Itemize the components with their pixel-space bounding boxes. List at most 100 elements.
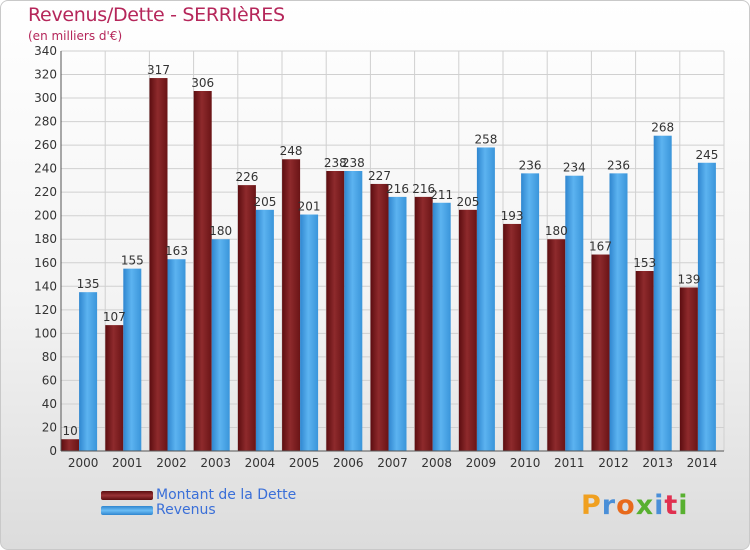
bar-revenus bbox=[697, 162, 716, 451]
data-label: 180 bbox=[545, 224, 568, 238]
bars-layer bbox=[61, 78, 716, 452]
x-tick-label: 2001 bbox=[112, 456, 143, 470]
unit-label: (en milliers d'€) bbox=[28, 29, 123, 43]
bar-revenus bbox=[609, 173, 628, 451]
x-tick-label: 2000 bbox=[68, 456, 99, 470]
x-tick-label: 2004 bbox=[245, 456, 276, 470]
y-tick-label: 160 bbox=[34, 256, 57, 270]
bar-revenus bbox=[167, 259, 186, 451]
bar-dette bbox=[237, 185, 256, 451]
y-tick-label: 240 bbox=[34, 162, 57, 176]
data-label: 238 bbox=[342, 156, 365, 170]
bar-revenus bbox=[123, 268, 142, 451]
data-label: 205 bbox=[456, 195, 479, 209]
logo-letter: o bbox=[616, 490, 636, 521]
bar-revenus bbox=[388, 196, 407, 451]
data-label: 167 bbox=[589, 240, 612, 254]
x-tick-label: 2002 bbox=[156, 456, 187, 470]
y-tick-label: 0 bbox=[49, 444, 57, 458]
data-label: 226 bbox=[235, 170, 258, 184]
y-tick-label: 340 bbox=[34, 44, 57, 58]
legend-label-dette: Montant de la Dette bbox=[156, 487, 297, 503]
y-tick-label: 180 bbox=[34, 232, 57, 246]
data-label: 258 bbox=[474, 132, 497, 146]
bar-dette bbox=[326, 171, 345, 451]
legend-label-revenus: Revenus bbox=[156, 502, 216, 518]
y-tick-label: 280 bbox=[34, 115, 57, 129]
bar-revenus bbox=[300, 214, 319, 451]
data-label: 236 bbox=[519, 158, 542, 172]
data-label: 107 bbox=[103, 310, 126, 324]
data-label: 139 bbox=[677, 272, 700, 286]
data-label: 10 bbox=[62, 424, 77, 438]
bar-revenus bbox=[344, 171, 363, 451]
data-label: 163 bbox=[165, 244, 188, 258]
data-label: 317 bbox=[147, 63, 170, 77]
y-tick-label: 220 bbox=[34, 185, 57, 199]
logo-letter: r bbox=[601, 490, 617, 521]
x-tick-label: 2011 bbox=[554, 456, 585, 470]
bar-dette bbox=[105, 325, 124, 451]
data-label: 306 bbox=[191, 76, 214, 90]
x-tick-label: 2008 bbox=[421, 456, 452, 470]
data-label: 180 bbox=[209, 224, 232, 238]
y-tick-label: 260 bbox=[34, 138, 57, 152]
data-label: 234 bbox=[563, 161, 586, 175]
data-label: 205 bbox=[253, 195, 276, 209]
y-tick-label: 80 bbox=[42, 350, 57, 364]
bar-dette bbox=[679, 287, 698, 451]
data-label: 153 bbox=[633, 256, 656, 270]
x-tick-label: 2007 bbox=[377, 456, 408, 470]
legend-swatch-revenus bbox=[101, 506, 153, 515]
logo-letter: t bbox=[664, 490, 679, 521]
bar-revenus bbox=[211, 239, 230, 451]
logo-letter: i bbox=[678, 490, 689, 521]
data-label: 236 bbox=[607, 158, 630, 172]
y-tick-label: 320 bbox=[34, 68, 57, 82]
y-tick-label: 60 bbox=[42, 373, 57, 387]
x-tick-label: 2005 bbox=[289, 456, 320, 470]
bar-dette bbox=[282, 159, 301, 451]
proxiti-logo: Proxiti bbox=[581, 490, 689, 521]
data-label: 216 bbox=[386, 182, 409, 196]
chart-title: Revenus/Dette - SERRIèRES bbox=[28, 4, 285, 26]
x-tick-label: 2010 bbox=[510, 456, 541, 470]
bar-dette bbox=[149, 78, 168, 451]
bar-dette bbox=[193, 91, 212, 451]
y-tick-label: 20 bbox=[42, 420, 57, 434]
bar-dette bbox=[635, 271, 654, 451]
data-label: 193 bbox=[501, 209, 524, 223]
data-label: 238 bbox=[324, 156, 347, 170]
logo-letter: x bbox=[635, 490, 655, 521]
bar-dette bbox=[61, 439, 80, 451]
bar-dette bbox=[370, 183, 389, 452]
bar-dette bbox=[503, 223, 522, 451]
x-tick-label: 2012 bbox=[598, 456, 629, 470]
x-tick-label: 2013 bbox=[642, 456, 673, 470]
x-tick-label: 2006 bbox=[333, 456, 364, 470]
y-tick-label: 140 bbox=[34, 279, 57, 293]
bar-revenus bbox=[255, 209, 274, 451]
bar-revenus bbox=[653, 135, 672, 452]
data-label: 248 bbox=[280, 144, 303, 158]
bar-dette bbox=[458, 209, 477, 451]
data-label: 201 bbox=[298, 200, 321, 214]
bar-revenus bbox=[432, 202, 451, 451]
data-label: 268 bbox=[651, 121, 674, 135]
y-tick-label: 200 bbox=[34, 209, 57, 223]
axis-layer: 0 20 40 60 80 100 120 140 160 180 200 220 240 260 280 3… bbox=[34, 44, 724, 470]
x-tick-label: 2003 bbox=[200, 456, 231, 470]
legend-swatch-dette bbox=[101, 491, 153, 500]
bar-revenus bbox=[565, 175, 584, 452]
data-label: 155 bbox=[121, 254, 144, 268]
bar-dette bbox=[591, 254, 610, 451]
logo-letter: P bbox=[581, 490, 602, 521]
y-tick-label: 300 bbox=[34, 91, 57, 105]
y-tick-label: 120 bbox=[34, 303, 57, 317]
bar-dette bbox=[547, 239, 566, 451]
data-label: 216 bbox=[412, 182, 435, 196]
bar-revenus bbox=[521, 173, 540, 451]
bar-revenus bbox=[79, 292, 98, 451]
